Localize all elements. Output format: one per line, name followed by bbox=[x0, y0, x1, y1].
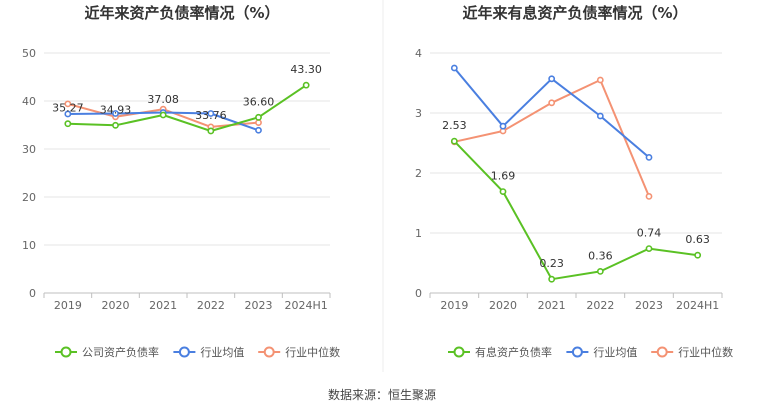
legend-label: 行业均值 bbox=[200, 346, 244, 359]
data-point bbox=[207, 110, 215, 117]
x-tick-label: 2020 bbox=[102, 299, 130, 312]
x-tick-label: 2022 bbox=[197, 299, 225, 312]
y-tick-label: 3 bbox=[415, 107, 422, 120]
data-point bbox=[112, 110, 119, 117]
data-label: 36.60 bbox=[243, 95, 275, 108]
legend-swatch-marker bbox=[60, 346, 72, 358]
data-point bbox=[645, 153, 653, 161]
data-point bbox=[645, 245, 653, 252]
data-point bbox=[499, 188, 507, 195]
data-point bbox=[548, 75, 556, 83]
x-tick-label: 2021 bbox=[538, 299, 566, 312]
series-line bbox=[453, 140, 698, 281]
legend-swatch-marker bbox=[656, 346, 668, 358]
x-tick-label: 2024H1 bbox=[285, 299, 328, 312]
legend-label: 行业中位数 bbox=[678, 345, 733, 359]
data-label: 0.36 bbox=[588, 249, 613, 262]
legend-swatch-marker bbox=[453, 346, 465, 358]
data-point bbox=[255, 126, 262, 134]
x-tick-label: 2023 bbox=[635, 299, 663, 312]
y-tick-label: 0 bbox=[415, 287, 422, 300]
chart-total-debt-ratio: 近年来资产负债率情况（%） 0 10 20 30 40 50 2019 2020 2021 2022… bbox=[22, 4, 340, 359]
y-tick-label: 1 bbox=[415, 227, 422, 240]
y-tick-label: 20 bbox=[22, 191, 36, 204]
data-point bbox=[596, 76, 604, 84]
data-label: 43.30 bbox=[290, 63, 322, 76]
y-tick-label: 10 bbox=[22, 239, 36, 252]
data-point bbox=[255, 113, 262, 121]
chart-interest-bearing-debt-ratio: 近年来有息资产负债率情况（%） 0 1 2 3 4 2019 2020 2021 2022 2023… bbox=[415, 4, 733, 359]
data-point bbox=[207, 127, 215, 135]
series-line bbox=[454, 79, 650, 197]
legend-label: 行业均值 bbox=[593, 346, 637, 359]
data-point bbox=[596, 267, 604, 275]
data-point bbox=[112, 121, 119, 129]
data-point bbox=[64, 100, 72, 108]
legend-label: 公司资产负债率 bbox=[82, 345, 159, 359]
data-point bbox=[255, 119, 262, 126]
data-point bbox=[64, 120, 72, 128]
chart-title: 近年来有息资产负债率情况（%） bbox=[462, 4, 687, 22]
data-label: 1.69 bbox=[491, 170, 516, 183]
x-tick-label: 2019 bbox=[440, 299, 468, 312]
x-tick-label: 2020 bbox=[489, 299, 517, 312]
data-label: 33.76 bbox=[195, 109, 227, 122]
legend-swatch-marker bbox=[178, 346, 190, 358]
series-line bbox=[67, 84, 307, 132]
legend-swatch-marker bbox=[571, 346, 583, 358]
data-point bbox=[450, 137, 458, 145]
data-point bbox=[159, 111, 167, 119]
legend-label: 行业中位数 bbox=[285, 345, 340, 359]
source-note: 数据来源：恒生聚源 bbox=[328, 387, 436, 402]
data-label: 0.63 bbox=[685, 233, 710, 246]
data-point bbox=[499, 122, 507, 130]
y-tick-label: 50 bbox=[22, 47, 36, 60]
y-tick-label: 4 bbox=[415, 47, 422, 60]
data-point bbox=[548, 99, 556, 107]
data-label: 34.93 bbox=[100, 103, 132, 116]
data-label: 35.27 bbox=[52, 102, 84, 115]
data-label: 2.53 bbox=[442, 119, 467, 132]
data-point bbox=[694, 251, 702, 259]
legend-swatch-marker bbox=[263, 346, 275, 358]
x-tick-label: 2022 bbox=[586, 299, 614, 312]
y-tick-label: 0 bbox=[29, 287, 36, 300]
y-tick-label: 2 bbox=[415, 167, 422, 180]
legend-label: 有息资产负债率 bbox=[475, 345, 552, 359]
data-label: 37.08 bbox=[147, 93, 179, 106]
data-label: 0.74 bbox=[637, 227, 662, 240]
x-tick-label: 2019 bbox=[54, 299, 82, 312]
data-label: 0.23 bbox=[539, 257, 564, 270]
x-tick-label: 2021 bbox=[149, 299, 177, 312]
data-point bbox=[302, 81, 310, 89]
data-point bbox=[596, 112, 604, 120]
y-tick-label: 40 bbox=[22, 95, 36, 108]
x-tick-label: 2024H1 bbox=[676, 299, 719, 312]
x-tick-label: 2023 bbox=[245, 299, 273, 312]
data-point bbox=[450, 64, 458, 72]
chart-title: 近年来资产负债率情况（%） bbox=[84, 4, 279, 22]
y-tick-label: 30 bbox=[22, 143, 36, 156]
data-point bbox=[64, 110, 72, 118]
data-point bbox=[548, 275, 556, 283]
data-point bbox=[645, 192, 653, 200]
